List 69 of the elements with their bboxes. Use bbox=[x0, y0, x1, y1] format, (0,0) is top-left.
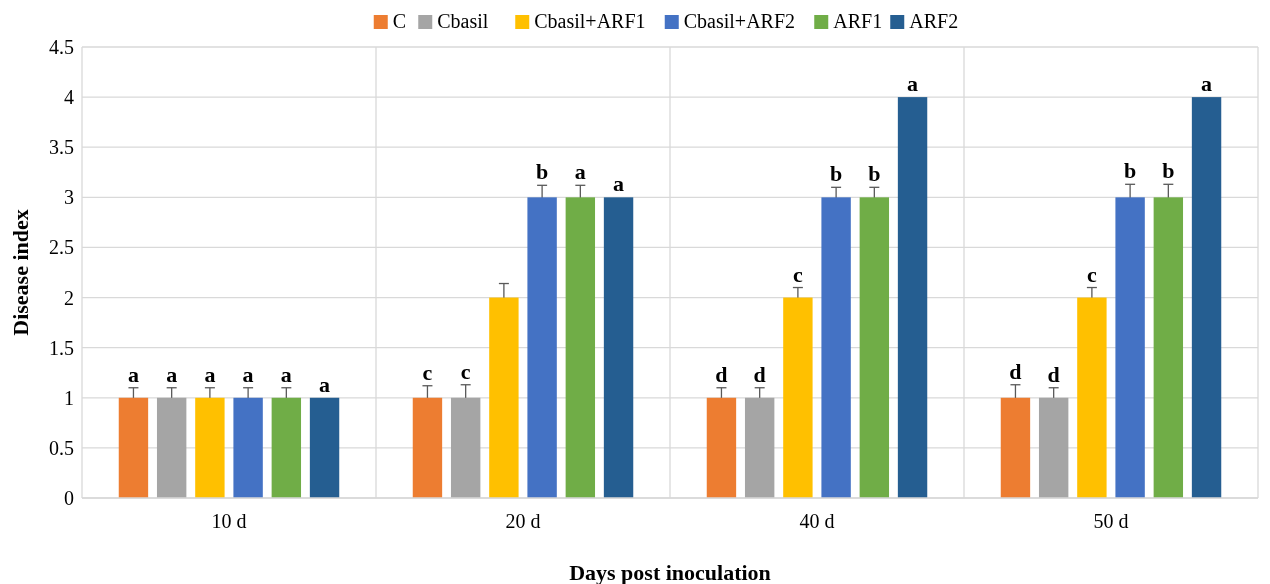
bar bbox=[489, 297, 519, 498]
bar bbox=[1153, 197, 1184, 498]
data-label: a bbox=[242, 361, 254, 387]
y-tick-label: 1.5 bbox=[49, 336, 74, 359]
y-tick-label: 4 bbox=[64, 86, 74, 109]
bar bbox=[897, 97, 928, 498]
bar bbox=[1038, 397, 1069, 498]
bar bbox=[1115, 197, 1145, 498]
y-tick-label: 2.5 bbox=[49, 236, 74, 259]
data-label: b bbox=[868, 161, 881, 187]
bar bbox=[527, 197, 557, 498]
bar bbox=[412, 397, 443, 498]
data-label: c bbox=[460, 358, 471, 384]
data-label: a bbox=[127, 361, 139, 387]
bar bbox=[195, 397, 225, 498]
data-label: a bbox=[166, 361, 178, 387]
y-tick-label: 1 bbox=[64, 386, 74, 409]
x-tick-label: 40 d bbox=[799, 510, 835, 532]
legend-label: ARF2 bbox=[909, 10, 959, 32]
data-label: a bbox=[204, 361, 216, 387]
data-label: a bbox=[907, 71, 919, 97]
bar bbox=[118, 397, 149, 498]
legend-label: Cbasil+ARF2 bbox=[683, 10, 796, 32]
bar bbox=[156, 397, 187, 498]
y-axis-title: Disease index bbox=[8, 209, 33, 336]
bar bbox=[859, 197, 890, 498]
data-label: a bbox=[613, 171, 625, 197]
data-label: c bbox=[793, 261, 804, 287]
data-label: a bbox=[280, 361, 292, 387]
data-label: b bbox=[829, 161, 843, 187]
data-label: a bbox=[574, 159, 586, 185]
bar bbox=[233, 397, 263, 498]
data-label: a bbox=[319, 371, 331, 397]
data-label: c bbox=[422, 359, 433, 385]
x-tick-label: 10 d bbox=[211, 510, 247, 532]
data-label: c bbox=[1087, 261, 1098, 287]
data-label: d bbox=[1047, 361, 1060, 387]
bar bbox=[706, 397, 737, 498]
y-tick-label: 3 bbox=[64, 186, 74, 209]
legend-label: Cbasil+ARF1 bbox=[534, 10, 646, 32]
y-tick-label: 0 bbox=[64, 487, 74, 509]
legend-label: C bbox=[392, 10, 407, 32]
x-tick-label: 50 d bbox=[1093, 510, 1129, 532]
y-tick-label: 4.5 bbox=[49, 36, 74, 58]
data-label: a bbox=[1201, 71, 1213, 97]
y-tick-label: 3.5 bbox=[49, 136, 74, 159]
bar bbox=[603, 197, 634, 498]
x-tick-label: 20 d bbox=[505, 510, 541, 532]
data-label: b bbox=[1162, 158, 1175, 184]
bar bbox=[271, 397, 302, 498]
data-label: d bbox=[715, 361, 728, 387]
bar bbox=[565, 197, 596, 498]
bar bbox=[744, 397, 775, 498]
data-label: d bbox=[753, 361, 766, 387]
bar bbox=[821, 197, 851, 498]
data-label: b bbox=[1123, 158, 1137, 184]
y-tick-label: 0.5 bbox=[49, 436, 74, 459]
y-tick-label: 2 bbox=[64, 286, 74, 309]
legend-label: ARF1 bbox=[833, 10, 883, 32]
legend-label: Cbasil bbox=[437, 10, 489, 32]
bar bbox=[1191, 97, 1222, 498]
bar bbox=[1000, 397, 1031, 498]
bar bbox=[783, 297, 813, 498]
bar bbox=[309, 397, 340, 498]
x-axis-title: Days post inoculation bbox=[569, 560, 771, 584]
data-label: b bbox=[535, 159, 549, 185]
data-label: d bbox=[1009, 358, 1022, 384]
bar bbox=[450, 397, 481, 498]
bar bbox=[1077, 297, 1107, 498]
